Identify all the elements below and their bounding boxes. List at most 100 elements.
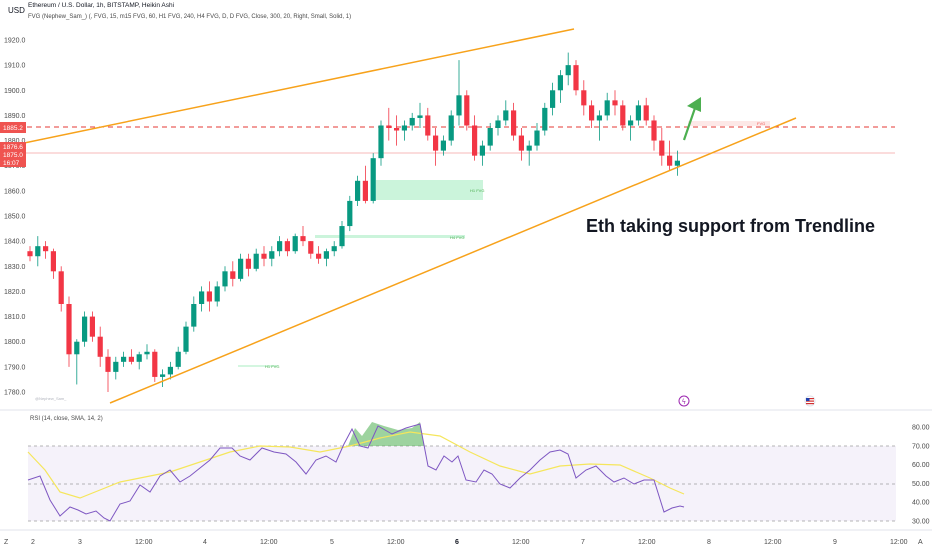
price-tick-label: 1800.0: [4, 339, 26, 346]
time-tick-label: 12:00: [638, 539, 656, 546]
candle-body: [238, 258, 244, 279]
time-tick-label: 8: [707, 539, 711, 546]
candle-body: [152, 351, 158, 377]
candle-body: [440, 140, 446, 151]
candle-body: [347, 200, 353, 227]
candle-body: [659, 140, 665, 156]
candle-body: [199, 291, 205, 304]
candle-body: [628, 120, 634, 126]
time-tick-label: 12:00: [512, 539, 530, 546]
candle-body: [674, 160, 680, 166]
candle-body: [136, 354, 142, 362]
upper-trendline[interactable]: [0, 28, 575, 149]
rsi-tick-label: 40.00: [912, 500, 930, 507]
annotation-text[interactable]: Eth taking support from Trendline: [586, 216, 875, 236]
candle-body: [596, 115, 602, 121]
candle-body: [89, 316, 95, 337]
event-icon-us-flag[interactable]: [804, 395, 816, 407]
candle-body: [300, 236, 306, 242]
price-tick-label: 1820.0: [4, 289, 26, 296]
price-tick-label: 1790.0: [4, 364, 26, 371]
lower-trendline[interactable]: [109, 117, 797, 404]
time-tick-label: 5: [330, 539, 334, 546]
time-tick-label: 7: [581, 539, 585, 546]
candle-body: [308, 241, 314, 254]
candle-body: [464, 95, 470, 126]
candle-body: [35, 246, 41, 257]
price-tick-label: 1830.0: [4, 264, 26, 271]
svg-text:1876.6: 1876.6: [3, 144, 23, 151]
candles-layer: [27, 52, 680, 392]
candle-body: [495, 120, 501, 128]
candle-body: [542, 107, 548, 131]
candle-body: [261, 253, 267, 259]
candle-body: [557, 75, 563, 91]
fvg-zone-2: [315, 235, 465, 238]
bullish-arrow[interactable]: [682, 97, 701, 141]
candle-body: [245, 258, 251, 269]
price-tick-label: 1920.0: [4, 38, 26, 45]
candle-body: [105, 356, 111, 372]
candle-body: [651, 120, 657, 141]
candle-body: [503, 110, 509, 121]
rsi-tick-label: 60.00: [912, 462, 930, 469]
candle-body: [448, 115, 454, 141]
fvg-label-1: H1 FVG: [470, 188, 484, 193]
price-axis[interactable]: 1920.01910.01900.01890.01880.01870.01860…: [4, 38, 26, 397]
candle-body: [144, 351, 150, 355]
candle-body: [191, 304, 197, 327]
rsi-tick-label: 70.00: [912, 443, 930, 450]
symbol-title[interactable]: Ethereum / U.S. Dollar, 1h, BITSTAMP, He…: [28, 2, 175, 9]
svg-text:1885.2: 1885.2: [3, 125, 23, 132]
candle-body: [550, 90, 556, 108]
candle-body: [50, 251, 56, 272]
candle-body: [206, 291, 212, 302]
price-tick-label: 1900.0: [4, 88, 26, 95]
price-tags: 1885.2 1876.6 1875.0 16:07: [0, 122, 26, 167]
time-tick-label: 3: [78, 539, 82, 546]
time-tick-label: 12:00: [764, 539, 782, 546]
rsi-axis[interactable]: 80.00 70.00 60.00 50.00 40.00 30.00: [912, 425, 930, 526]
fvg-zones: H1 FVG H4 FVG H1 FVG FVG: [238, 121, 770, 369]
auto-scale-a: A: [918, 539, 923, 546]
candle-body: [417, 115, 423, 118]
candle-body: [222, 271, 228, 287]
candle-body: [128, 356, 134, 362]
candle-body: [635, 105, 641, 121]
candle-body: [565, 65, 571, 76]
candle-body: [526, 145, 532, 151]
rsi-title: RSI (14, close, SMA, 14, 2): [30, 416, 103, 422]
time-tick-label: 2: [31, 539, 35, 546]
candle-body: [573, 65, 579, 91]
candle-body: [277, 241, 283, 252]
candle-body: [339, 226, 345, 247]
candle-body: [386, 125, 392, 128]
candle-body: [355, 180, 361, 201]
candle-body: [27, 251, 33, 257]
time-tick-label: 12:00: [260, 539, 278, 546]
event-icon-lightning[interactable]: ϟ: [678, 395, 690, 407]
candle-body: [66, 304, 72, 355]
candle-body: [214, 286, 220, 302]
time-tick-label: 9: [833, 539, 837, 546]
price-tick-label: 1880.0: [4, 138, 26, 145]
fvg-zone-3: [238, 365, 278, 367]
auto-scale-z: Z: [4, 539, 9, 546]
price-tick-label: 1890.0: [4, 113, 26, 120]
chart-header: USD Ethereum / U.S. Dollar, 1h, BITSTAMP…: [0, 0, 932, 28]
candle-body: [74, 341, 80, 355]
time-axis[interactable]: 2 3 12:00 4 12:00 5 12:00 6 12:00 7 12:00 8 12:00 9 12…: [31, 539, 908, 546]
currency-label: USD: [8, 6, 25, 15]
candle-body: [409, 117, 415, 126]
time-tick-label: 12:00: [387, 539, 405, 546]
candle-body: [97, 336, 103, 357]
candle-body: [643, 105, 649, 121]
fvg-zone-4: [688, 121, 770, 126]
candle-body: [620, 105, 626, 126]
indicator-legend[interactable]: FVG (Nephew_Sam_) (, FVG, 15, m15 FVG, 6…: [28, 14, 352, 20]
rsi-pane[interactable]: RSI (14, close, SMA, 14, 2): [27, 416, 896, 522]
candle-body: [534, 130, 540, 146]
svg-text:ϟ: ϟ: [682, 398, 687, 406]
candle-body: [323, 251, 329, 259]
